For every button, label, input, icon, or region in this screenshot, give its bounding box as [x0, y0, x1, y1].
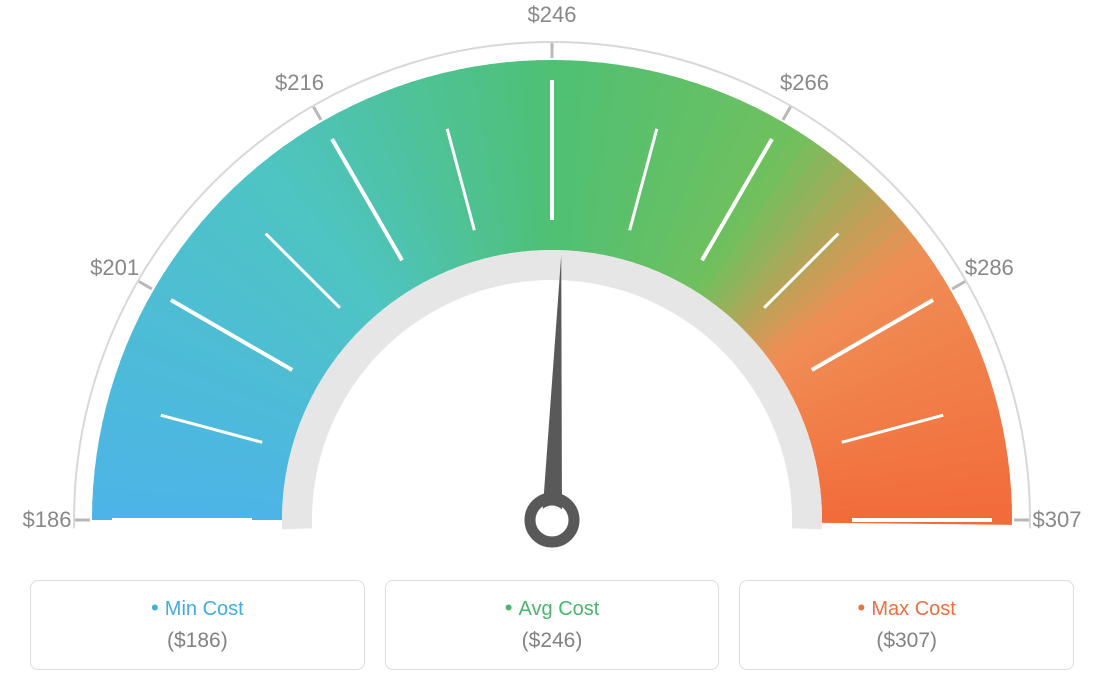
gauge-tick-label: $201 [90, 255, 139, 281]
legend-value-max: ($307) [750, 629, 1063, 653]
legend-card-min: Min Cost ($186) [30, 580, 365, 670]
gauge-tick-label: $286 [965, 255, 1014, 281]
legend-label-avg: Avg Cost [396, 595, 709, 621]
legend-row: Min Cost ($186) Avg Cost ($246) Max Cost… [0, 580, 1104, 670]
legend-label-min: Min Cost [41, 595, 354, 621]
legend-label-max: Max Cost [750, 595, 1063, 621]
legend-card-avg: Avg Cost ($246) [385, 580, 720, 670]
gauge-area: $186 $201 $216 $246 $266 $286 $307 [0, 0, 1104, 570]
gauge-tick-label: $216 [275, 70, 324, 96]
gauge-tick-label: $266 [780, 70, 829, 96]
gauge-svg [0, 0, 1104, 570]
gauge-tick-label: $246 [528, 2, 577, 28]
cost-gauge-chart: $186 $201 $216 $246 $266 $286 $307 Min Cost ($… [0, 0, 1104, 690]
gauge-tick-label: $186 [23, 507, 72, 533]
legend-value-min: ($186) [41, 629, 354, 653]
gauge-tick-label: $307 [1033, 507, 1082, 533]
legend-card-max: Max Cost ($307) [739, 580, 1074, 670]
legend-value-avg: ($246) [396, 629, 709, 653]
